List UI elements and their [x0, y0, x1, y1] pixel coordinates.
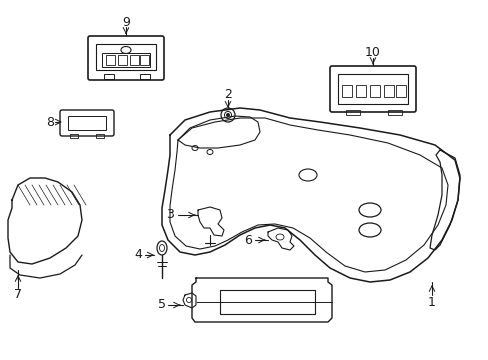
Text: 8: 8	[46, 116, 54, 129]
Text: 3: 3	[166, 208, 174, 221]
Polygon shape	[429, 150, 459, 250]
Text: 2: 2	[224, 89, 231, 102]
Bar	[70, 134, 78, 138]
FancyBboxPatch shape	[60, 110, 114, 136]
Bar	[96, 134, 104, 138]
Polygon shape	[267, 228, 293, 250]
FancyBboxPatch shape	[88, 36, 163, 80]
Text: 1: 1	[427, 296, 435, 309]
Bar	[395, 85, 405, 97]
Bar	[346, 110, 359, 115]
Polygon shape	[8, 178, 82, 264]
Bar	[383, 85, 393, 97]
Bar	[387, 110, 401, 115]
Polygon shape	[178, 116, 260, 148]
Text: 5: 5	[158, 298, 165, 311]
Bar	[106, 55, 115, 65]
Text: 9: 9	[122, 15, 130, 28]
Text: 6: 6	[244, 234, 251, 247]
Bar	[104, 74, 114, 79]
Bar	[341, 85, 351, 97]
Bar	[118, 55, 127, 65]
FancyBboxPatch shape	[329, 66, 415, 112]
Polygon shape	[198, 207, 224, 236]
Polygon shape	[183, 293, 196, 308]
Bar	[220, 290, 314, 314]
Bar	[337, 74, 407, 104]
Bar	[130, 55, 139, 65]
Bar	[102, 53, 150, 67]
Text: 7: 7	[14, 288, 22, 302]
Bar	[369, 85, 379, 97]
Bar	[68, 116, 106, 130]
Bar	[355, 85, 365, 97]
Text: 10: 10	[365, 45, 380, 58]
Polygon shape	[162, 108, 459, 282]
Polygon shape	[192, 278, 331, 322]
Bar	[140, 74, 150, 79]
Ellipse shape	[226, 113, 229, 117]
Bar	[140, 55, 149, 65]
Text: 4: 4	[134, 248, 142, 261]
Bar	[96, 44, 156, 70]
